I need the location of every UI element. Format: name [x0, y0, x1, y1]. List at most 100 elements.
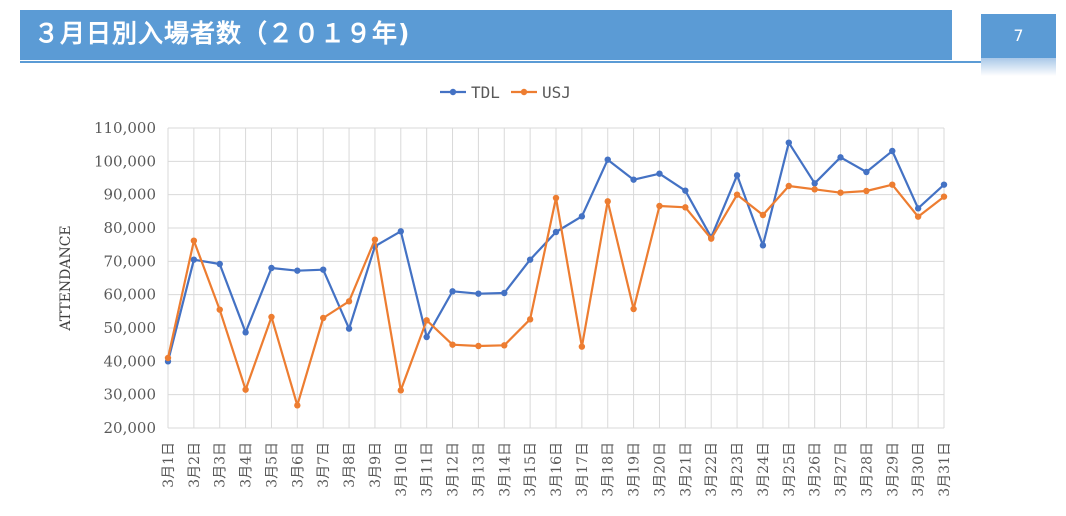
data-point-usj — [914, 213, 922, 220]
y-tick-label: 50,000 — [104, 319, 157, 337]
y-tick-label: 30,000 — [104, 386, 157, 404]
data-point-tdl — [501, 289, 508, 297]
legend-marker-tdl — [449, 88, 457, 96]
x-tick-label: 3月29日 — [885, 442, 901, 497]
data-point-tdl — [578, 213, 586, 220]
y-axis-title: ATTENDANCE — [58, 225, 74, 331]
data-point-usj — [759, 211, 767, 219]
x-tick-label: 3月1日 — [161, 442, 177, 488]
data-point-tdl — [630, 176, 637, 183]
data-point-tdl — [242, 329, 249, 336]
data-point-usj — [656, 202, 663, 210]
x-tick-label: 3月22日 — [704, 442, 720, 497]
legend-label-usj: USJ — [542, 83, 571, 102]
data-point-tdl — [294, 267, 301, 274]
x-tick-label: 3月13日 — [471, 442, 487, 497]
x-tick-label: 3月15日 — [523, 442, 539, 497]
x-tick-label: 3月9日 — [368, 442, 384, 488]
title-underline — [20, 61, 1056, 63]
data-point-usj — [552, 194, 560, 202]
chart-series — [164, 139, 948, 409]
data-point-tdl — [733, 172, 741, 179]
data-point-usj — [708, 235, 715, 242]
data-point-tdl — [526, 256, 534, 263]
data-point-tdl — [552, 228, 560, 236]
data-point-tdl — [216, 260, 223, 268]
data-point-tdl — [190, 256, 198, 263]
x-tick-label: 3月16日 — [549, 442, 565, 497]
data-point-tdl — [682, 187, 689, 194]
x-tick-label: 3月19日 — [627, 442, 643, 497]
x-tick-label: 3月28日 — [859, 442, 875, 497]
data-point-usj — [268, 313, 275, 321]
data-point-usj — [190, 237, 198, 244]
data-point-tdl — [268, 264, 275, 272]
x-tick-label: 3月5日 — [264, 442, 280, 488]
y-tick-label: 60,000 — [104, 286, 157, 304]
x-tick-label: 3月30日 — [911, 442, 927, 497]
data-point-tdl — [785, 139, 792, 146]
x-tick-label: 3月10日 — [394, 442, 410, 497]
data-point-tdl — [656, 170, 663, 177]
data-point-usj — [811, 186, 818, 193]
data-point-usj — [733, 191, 741, 198]
data-point-tdl — [863, 168, 870, 176]
x-tick-label: 3月26日 — [808, 442, 824, 497]
data-point-tdl — [837, 154, 844, 161]
x-tick-label: 3月12日 — [446, 442, 462, 497]
x-tick-label: 3月18日 — [601, 442, 617, 497]
y-tick-label: 110,000 — [94, 119, 156, 137]
data-point-usj — [449, 341, 456, 348]
legend-marker-usj — [520, 88, 528, 96]
y-tick-label: 70,000 — [104, 252, 157, 270]
y-tick-label: 40,000 — [104, 352, 157, 370]
data-point-usj — [526, 316, 534, 323]
data-point-usj — [475, 342, 482, 350]
page-number: 7 — [981, 14, 1056, 58]
data-point-tdl — [320, 266, 327, 273]
data-point-tdl — [397, 228, 404, 235]
data-point-tdl — [914, 205, 922, 212]
data-point-usj — [501, 342, 508, 349]
x-tick-label: 3月11日 — [420, 442, 436, 497]
x-tick-label: 3月17日 — [575, 442, 591, 497]
x-tick-label: 3月6日 — [290, 442, 306, 488]
data-point-tdl — [423, 333, 430, 341]
data-point-usj — [164, 354, 172, 362]
y-axis-ticks: 110,000 100,000 90,000 80,000 70,000 60,000 50… — [94, 119, 156, 437]
x-tick-label: 3月20日 — [652, 442, 668, 497]
x-tick-label: 3月27日 — [834, 442, 850, 497]
data-point-tdl — [940, 181, 948, 188]
data-point-usj — [604, 198, 611, 205]
data-point-tdl — [604, 156, 611, 163]
x-tick-label: 3月21日 — [678, 442, 694, 497]
x-tick-label: 3月14日 — [497, 442, 513, 497]
x-tick-label: 3月3日 — [213, 442, 229, 488]
x-tick-label: 3月24日 — [756, 442, 772, 497]
y-tick-label: 80,000 — [104, 219, 157, 237]
data-point-usj — [785, 182, 792, 190]
data-point-usj — [940, 193, 948, 200]
data-point-usj — [682, 204, 689, 211]
x-tick-label: 3月31日 — [937, 442, 953, 497]
x-tick-label: 3月7日 — [316, 442, 332, 488]
chart-grid — [167, 127, 945, 429]
data-point-usj — [294, 402, 301, 409]
data-point-usj — [863, 187, 870, 195]
page-number-fade — [981, 58, 1056, 76]
data-point-usj — [371, 236, 379, 243]
data-point-usj — [242, 386, 249, 393]
data-point-usj — [423, 317, 430, 324]
legend-label-tdl: TDL — [471, 83, 500, 102]
y-tick-label: 20,000 — [104, 419, 157, 437]
data-point-usj — [320, 314, 327, 322]
data-point-usj — [397, 387, 404, 394]
data-point-usj — [216, 306, 223, 313]
data-point-tdl — [889, 147, 896, 155]
data-point-tdl — [449, 288, 456, 295]
y-tick-label: 100,000 — [94, 152, 156, 170]
x-tick-label: 3月23日 — [730, 442, 746, 497]
data-point-tdl — [475, 290, 482, 297]
data-point-usj — [345, 298, 353, 305]
